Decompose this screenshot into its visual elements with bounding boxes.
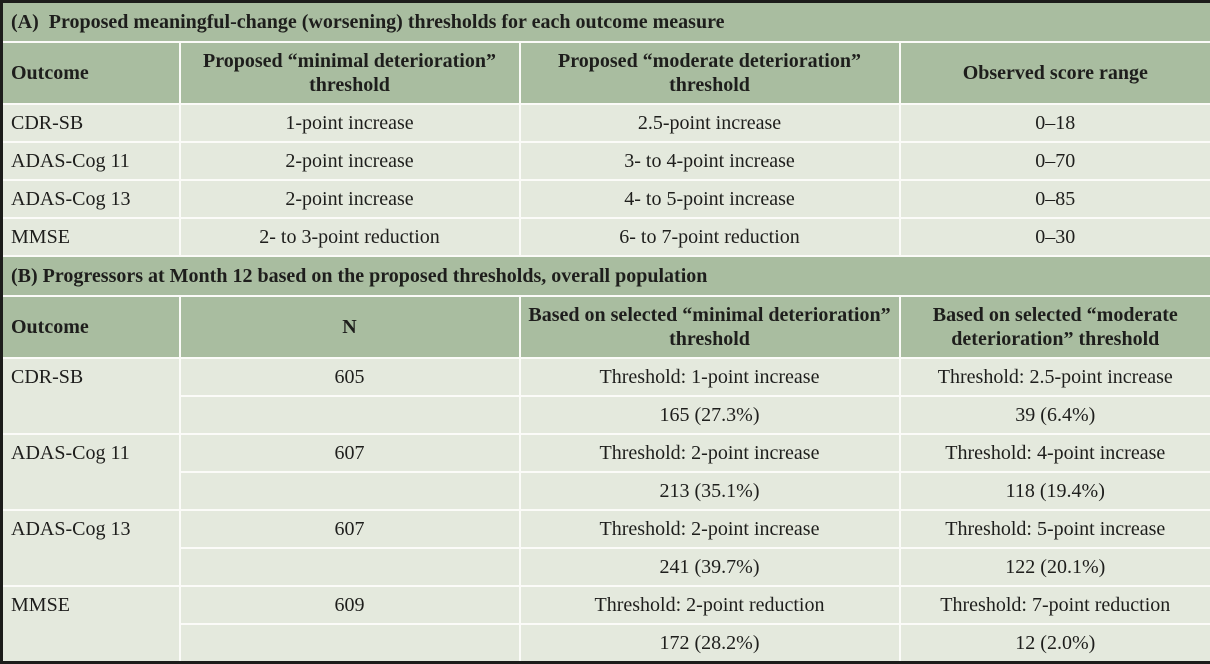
- outcome-cell: MMSE: [2, 586, 180, 663]
- range-cell: 0–30: [900, 218, 1210, 256]
- moderate-cell: 2.5-point increase: [520, 104, 900, 142]
- section-b-header-row: Outcome N Based on selected “minimal det…: [2, 296, 1210, 358]
- table-row: ADAS-Cog 13 2-point increase 4- to 5-poi…: [2, 180, 1210, 218]
- outcome-cell: MMSE: [2, 218, 180, 256]
- moderate-cell: 6- to 7-point reduction: [520, 218, 900, 256]
- n-cell: 607: [180, 434, 520, 472]
- n-empty-cell: [180, 396, 520, 434]
- n-cell: 605: [180, 358, 520, 396]
- minimal-threshold-cell: Threshold: 1-point increase: [520, 358, 900, 396]
- table-row: 213 (35.1%) 118 (19.4%): [2, 472, 1210, 510]
- outcome-cell: ADAS-Cog 11: [2, 142, 180, 180]
- outcome-cell: ADAS-Cog 13: [2, 510, 180, 586]
- range-cell: 0–70: [900, 142, 1210, 180]
- minimal-count-cell: 241 (39.7%): [520, 548, 900, 586]
- table-row: 165 (27.3%) 39 (6.4%): [2, 396, 1210, 434]
- moderate-threshold-cell: Threshold: 5-point increase: [900, 510, 1210, 548]
- moderate-threshold-cell: Threshold: 7-point reduction: [900, 586, 1210, 624]
- minimal-threshold-cell: Threshold: 2-point reduction: [520, 586, 900, 624]
- table-row: MMSE 609 Threshold: 2-point reduction Th…: [2, 586, 1210, 624]
- section-a-title-row: (A) Proposed meaningful-change (worsenin…: [2, 2, 1210, 43]
- minimal-cell: 2- to 3-point reduction: [180, 218, 520, 256]
- moderate-count-cell: 118 (19.4%): [900, 472, 1210, 510]
- table-row: 172 (28.2%) 12 (2.0%): [2, 624, 1210, 663]
- minimal-cell: 2-point increase: [180, 142, 520, 180]
- outcome-cell: CDR-SB: [2, 358, 180, 434]
- outcome-cell: ADAS-Cog 11: [2, 434, 180, 510]
- minimal-threshold-cell: Threshold: 2-point increase: [520, 434, 900, 472]
- header-outcome: Outcome: [2, 296, 180, 358]
- header-moderate-threshold: Proposed “moderate deterioration” thresh…: [520, 42, 900, 104]
- n-empty-cell: [180, 472, 520, 510]
- moderate-count-cell: 39 (6.4%): [900, 396, 1210, 434]
- outcome-cell: ADAS-Cog 13: [2, 180, 180, 218]
- minimal-cell: 1-point increase: [180, 104, 520, 142]
- moderate-threshold-cell: Threshold: 4-point increase: [900, 434, 1210, 472]
- section-b-title: (B) Progressors at Month 12 based on the…: [2, 256, 1210, 296]
- outcome-thresholds-table-frame: (A) Proposed meaningful-change (worsenin…: [0, 0, 1210, 598]
- minimal-cell: 2-point increase: [180, 180, 520, 218]
- moderate-cell: 4- to 5-point increase: [520, 180, 900, 218]
- header-n: N: [180, 296, 520, 358]
- header-outcome: Outcome: [2, 42, 180, 104]
- range-cell: 0–85: [900, 180, 1210, 218]
- moderate-count-cell: 122 (20.1%): [900, 548, 1210, 586]
- section-b-title-row: (B) Progressors at Month 12 based on the…: [2, 256, 1210, 296]
- moderate-cell: 3- to 4-point increase: [520, 142, 900, 180]
- table-row: ADAS-Cog 11 2-point increase 3- to 4-poi…: [2, 142, 1210, 180]
- n-cell: 609: [180, 586, 520, 624]
- range-cell: 0–18: [900, 104, 1210, 142]
- table-row: CDR-SB 605 Threshold: 1-point increase T…: [2, 358, 1210, 396]
- moderate-count-cell: 12 (2.0%): [900, 624, 1210, 663]
- minimal-count-cell: 213 (35.1%): [520, 472, 900, 510]
- section-a-header-row: Outcome Proposed “minimal deterioration”…: [2, 42, 1210, 104]
- minimal-count-cell: 172 (28.2%): [520, 624, 900, 663]
- outcome-cell: CDR-SB: [2, 104, 180, 142]
- table-row: ADAS-Cog 11 607 Threshold: 2-point incre…: [2, 434, 1210, 472]
- header-observed-range: Observed score range: [900, 42, 1210, 104]
- n-empty-cell: [180, 624, 520, 663]
- n-empty-cell: [180, 548, 520, 586]
- table-row: 241 (39.7%) 122 (20.1%): [2, 548, 1210, 586]
- section-a-title: (A) Proposed meaningful-change (worsenin…: [2, 2, 1210, 43]
- table-row: MMSE 2- to 3-point reduction 6- to 7-poi…: [2, 218, 1210, 256]
- table-row: ADAS-Cog 13 607 Threshold: 2-point incre…: [2, 510, 1210, 548]
- n-cell: 607: [180, 510, 520, 548]
- minimal-threshold-cell: Threshold: 2-point increase: [520, 510, 900, 548]
- minimal-count-cell: 165 (27.3%): [520, 396, 900, 434]
- header-minimal-selected: Based on selected “minimal deterioration…: [520, 296, 900, 358]
- moderate-threshold-cell: Threshold: 2.5-point increase: [900, 358, 1210, 396]
- header-moderate-selected: Based on selected “moderate deterioratio…: [900, 296, 1210, 358]
- header-minimal-threshold: Proposed “minimal deterioration” thresho…: [180, 42, 520, 104]
- table-row: CDR-SB 1-point increase 2.5-point increa…: [2, 104, 1210, 142]
